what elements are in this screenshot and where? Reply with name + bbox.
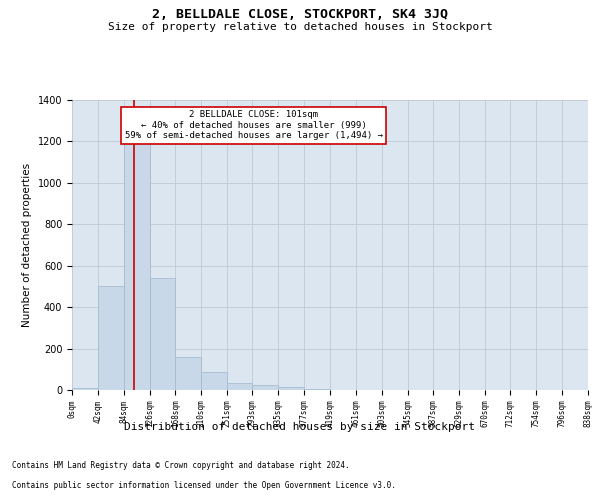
Bar (124, 133, 149, 390)
Text: 2 BELLDALE CLOSE: 101sqm
← 40% of detached houses are smaller (999)
59% of semi-: 2 BELLDALE CLOSE: 101sqm ← 40% of detach… (125, 110, 383, 140)
Text: Distribution of detached houses by size in Stockport: Distribution of detached houses by size … (125, 422, 476, 432)
Bar (227, 383, 253, 390)
Bar (149, 278, 175, 390)
Bar (202, 372, 227, 390)
Bar (175, 357, 202, 390)
Text: Contains HM Land Registry data © Crown copyright and database right 2024.: Contains HM Land Registry data © Crown c… (12, 461, 350, 470)
Bar (304, 389, 330, 390)
Text: 2, BELLDALE CLOSE, STOCKPORT, SK4 3JQ: 2, BELLDALE CLOSE, STOCKPORT, SK4 3JQ (152, 8, 448, 20)
Y-axis label: Number of detached properties: Number of detached properties (22, 163, 32, 327)
Bar (98, 286, 124, 390)
Text: Size of property relative to detached houses in Stockport: Size of property relative to detached ho… (107, 22, 493, 32)
Bar (278, 387, 304, 390)
Bar (253, 385, 278, 390)
Text: Contains public sector information licensed under the Open Government Licence v3: Contains public sector information licen… (12, 481, 396, 490)
Bar (72, 388, 98, 390)
